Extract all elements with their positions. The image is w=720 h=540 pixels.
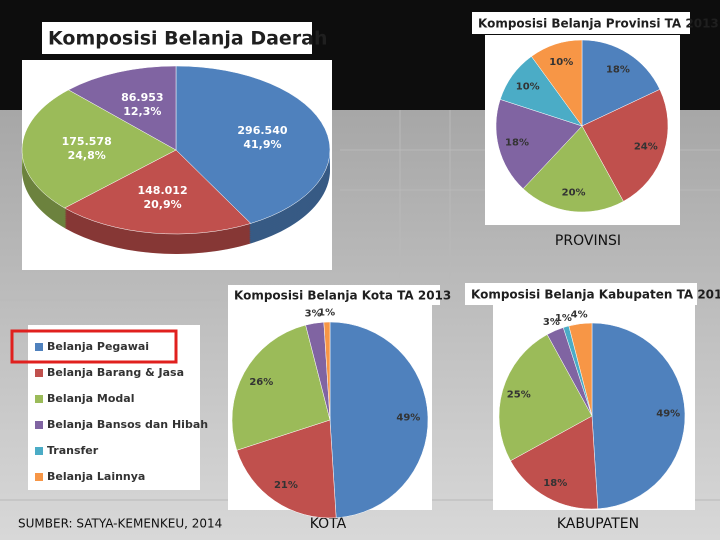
value-label: 86.953 [121,91,163,104]
value-label: 1% [555,313,572,324]
value-label: 10% [516,82,540,93]
highlight-box [10,329,178,364]
percent-label: 41,9% [243,138,281,151]
value-label: 26% [249,377,273,388]
legend-swatch [35,395,43,403]
percent-label: 24,8% [68,149,106,162]
legend-label: Transfer [47,444,99,457]
pie-slice [67,65,177,151]
legend-label: Belanja Barang & Jasa [47,366,184,379]
value-label: 3% [543,317,560,328]
value-label: 10% [549,57,573,68]
value-label: 296.540 [237,124,287,137]
title-box [42,22,312,54]
pie-slice [236,419,337,519]
value-label: 18% [505,138,529,149]
pie-slice [510,415,599,510]
value-label: 20% [562,188,586,199]
caption: KOTA [310,516,347,532]
pie-slice [231,324,331,451]
value-label: 18% [543,478,567,489]
percent-label: 20,9% [143,198,181,211]
pie-slice [581,39,661,127]
value-label: 148.012 [138,184,188,197]
chart-title: Komposisi Belanja Provinsi TA 2013 [478,17,719,31]
pie-slice [581,89,669,202]
legend-label: Belanja Modal [47,392,134,405]
value-label: 3% [305,309,322,320]
source: SUMBER: SATYA-KEMENKEU, 2014 [18,517,222,531]
value-label: 25% [507,390,531,401]
value-label: 175.578 [62,135,112,148]
value-label: 49% [656,409,680,420]
legend-swatch [35,421,43,429]
pie-slice [591,322,686,510]
title-box [228,285,440,305]
legend-swatch [35,473,43,481]
legend-swatch [35,343,43,351]
value-label: 24% [634,142,658,153]
legend-box [28,325,200,490]
pie-slice [522,125,624,213]
pie-slice [323,321,331,421]
value-label: 49% [396,413,420,424]
legend-label: Belanja Bansos dan Hibah [47,418,208,431]
chart-title: Komposisi Belanja Kota TA 2013 [234,289,451,303]
legend: Belanja Pegawai Belanja Barang & Jasa Bela… [35,340,208,483]
value-label: 4% [571,310,588,321]
chart-title: Komposisi Belanja Kabupaten TA 2013 [471,288,720,302]
pie-slice [329,321,429,519]
legend-label: Belanja Pegawai [47,340,149,353]
title-box [465,283,697,305]
pie-slice [495,99,583,190]
legend-label: Belanja Lainnya [47,470,145,483]
caption: PROVINSI [555,233,621,249]
title-box [472,12,690,34]
caption: KABUPATEN [557,516,639,532]
percent-label: 12,3% [123,105,161,118]
value-label: 1% [318,307,335,318]
pie-slice [498,334,593,462]
legend-swatch [35,369,43,377]
legend-swatch [35,447,43,455]
pie-slice [64,149,252,235]
pie-slice [21,89,177,209]
chart-title: Komposisi Belanja Daerah [48,28,328,50]
pie-slice [531,39,583,127]
pie-slice [175,65,331,224]
value-label: 18% [606,64,630,75]
value-label: 21% [274,480,298,491]
pie-slice [568,322,593,417]
